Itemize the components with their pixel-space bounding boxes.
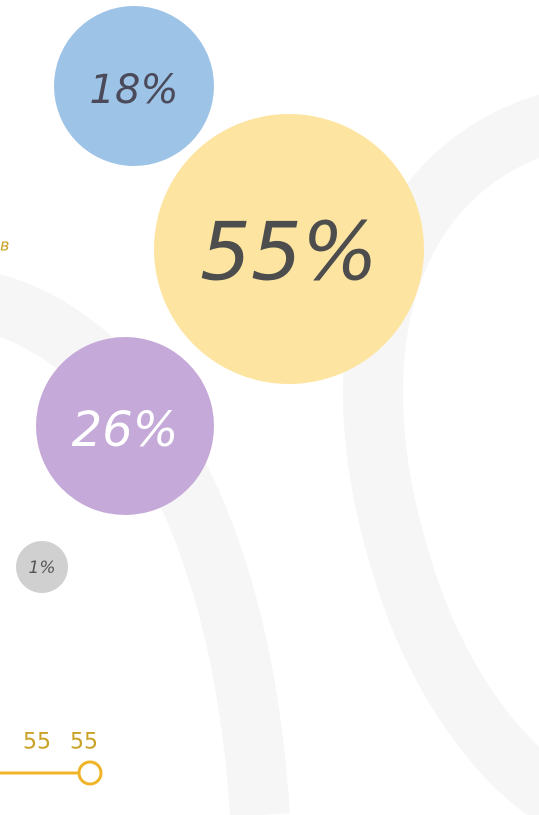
arc — [343, 94, 539, 815]
bubble — [54, 6, 214, 166]
side-text: в — [0, 236, 9, 255]
bubble — [16, 541, 68, 593]
bubble-label: 1% — [29, 558, 56, 578]
timeline-label: 55 — [23, 730, 51, 755]
bubble-label: 26% — [72, 402, 179, 458]
bubble — [154, 114, 424, 384]
timeline-label: 55 — [70, 730, 98, 755]
bubble-label: 55% — [200, 206, 378, 299]
bubble-label: 18% — [90, 67, 179, 113]
timeline-marker — [77, 760, 103, 786]
bubble — [36, 337, 214, 515]
